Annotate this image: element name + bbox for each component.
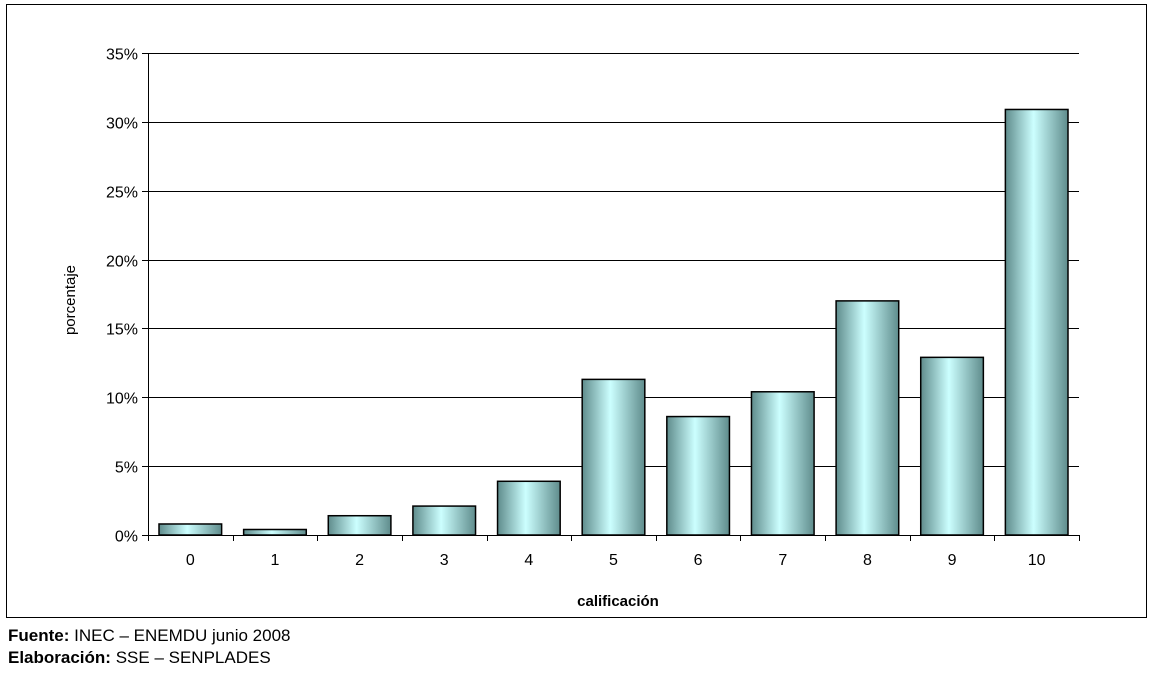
bars	[158, 108, 1069, 536]
source-text: INEC – ENEMDU junio 2008	[74, 626, 291, 645]
x-tick-label: 5	[609, 552, 618, 569]
x-tick-label: 8	[863, 552, 872, 569]
x-tick-label: 0	[186, 552, 195, 569]
y-tick-label: 35%	[106, 47, 138, 64]
y-tick-label: 30%	[106, 116, 138, 133]
credit-text: SSE – SENPLADES	[115, 648, 271, 667]
bar-2	[327, 514, 392, 536]
bar-8	[835, 300, 900, 536]
y-tick-label: 20%	[106, 254, 138, 271]
bar-9	[919, 356, 985, 536]
x-tick-label: 9	[948, 552, 957, 569]
bar-0	[158, 523, 223, 536]
x-tick-label: 1	[271, 552, 280, 569]
y-axis-title: porcentaje	[62, 265, 79, 335]
axes	[142, 53, 1080, 541]
y-tick-label: 15%	[106, 322, 138, 339]
y-tick-label: 0%	[115, 529, 138, 546]
y-tick-label: 10%	[106, 391, 138, 408]
x-tick-label: 10	[1028, 552, 1046, 569]
gridlines	[148, 53, 1079, 467]
bar-chart: 0% 5% 10% 15% 20% 25% 30% 35% 0 1 2 3 4 5 6 7 8 9 10 porce…	[62, 47, 1080, 610]
x-tick-label: 2	[355, 552, 364, 569]
bar-7	[750, 391, 815, 536]
bar-6	[666, 415, 731, 536]
source-note: Fuente: INEC – ENEMDU junio 2008	[8, 626, 291, 646]
x-axis-title: calificación	[577, 593, 659, 610]
chart-frame: 0% 5% 10% 15% 20% 25% 30% 35% 0 1 2 3 4 5 6 7 8 9 10 porce…	[6, 4, 1147, 618]
x-tick-label: 6	[694, 552, 703, 569]
y-tick-label: 5%	[115, 460, 138, 477]
y-tick-label: 25%	[106, 185, 138, 202]
credit-label: Elaboración:	[8, 648, 111, 667]
source-label: Fuente:	[8, 626, 70, 645]
bar-10	[1004, 108, 1069, 536]
credit-note: Elaboración: SSE – SENPLADES	[8, 648, 271, 668]
x-tick-label: 7	[778, 552, 787, 569]
x-tick-label: 3	[440, 552, 449, 569]
tick-labels: 0% 5% 10% 15% 20% 25% 30% 35% 0 1 2 3 4 5 6 7 8 9 10	[106, 47, 1046, 570]
bar-5	[581, 378, 646, 536]
x-tick-label: 4	[524, 552, 533, 569]
bar-3	[412, 505, 477, 536]
bar-1	[242, 528, 308, 536]
bar-4	[496, 480, 561, 536]
